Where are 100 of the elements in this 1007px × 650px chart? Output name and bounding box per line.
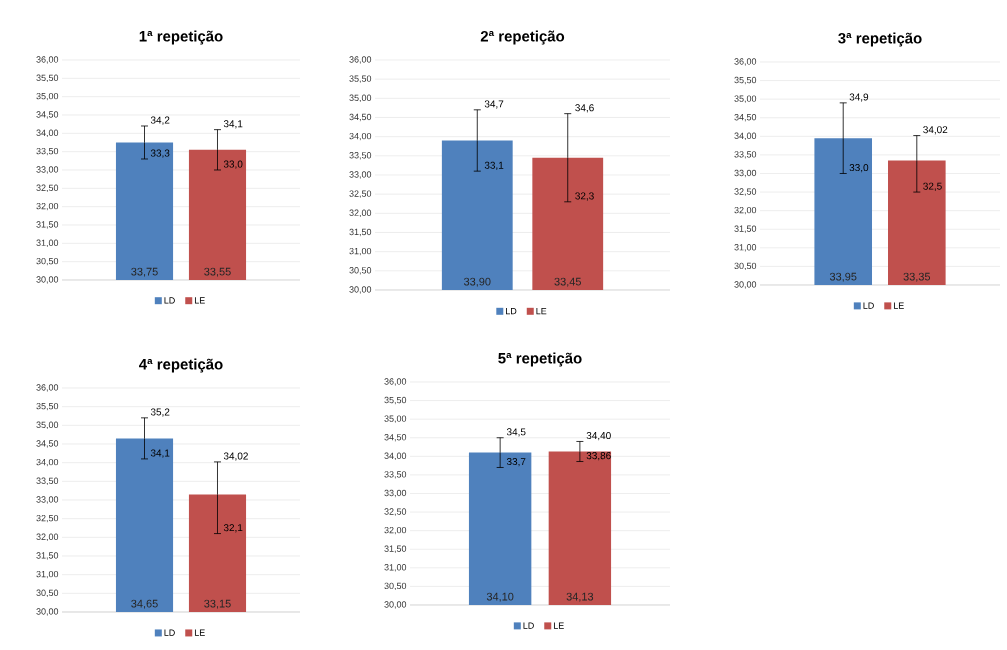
y-tick-label: 31,50 [349,228,372,237]
annotation: 34,9 [849,93,869,102]
y-tick-label: 36,00 [36,384,59,392]
data-label: 33,55 [204,267,231,277]
annotation: 34,5 [506,428,526,437]
data-label: 33,45 [554,277,581,287]
chart-title: 3ª repetição [838,32,922,47]
y-tick-label: 32,00 [734,206,757,215]
y-tick-label: 30,00 [384,601,407,609]
y-tick-label: 35,50 [384,396,407,405]
y-tick-label: 31,00 [349,247,372,256]
y-tick-label: 32,50 [734,188,757,196]
annotation: 34,02 [223,452,248,461]
y-tick-label: 35,50 [36,402,59,411]
legend-label: LE [893,302,904,309]
y-tick-label: 32,50 [36,514,59,523]
y-tick-label: 34,00 [36,458,59,467]
annotation: 33,86 [586,452,611,461]
y-tick-label: 33,00 [36,496,59,504]
legend-label: LE [194,297,205,304]
annotation: 33,0 [223,160,243,169]
y-tick-label: 35,00 [734,95,757,103]
y-tick-label: 31,00 [384,564,407,572]
y-tick-label: 30,50 [36,589,59,598]
y-tick-label: 33,00 [384,489,407,498]
annotation: 32,1 [223,524,243,533]
legend-label: LD [506,307,517,315]
y-tick-label: 33,50 [36,477,59,486]
annotation: 34,2 [150,116,170,125]
y-tick-label: 33,50 [384,471,407,479]
y-tick-label: 30,00 [36,276,59,284]
y-tick-label: 36,00 [734,58,757,66]
y-tick-label: 35,00 [384,415,407,423]
annotation: 34,40 [586,432,611,441]
y-tick-label: 32,50 [36,184,59,193]
y-tick-label: 36,00 [384,378,407,386]
annotation: 34,6 [575,104,594,113]
y-tick-label: 36,00 [36,56,59,64]
annotation: 34,7 [484,100,504,109]
y-tick-label: 33,50 [734,151,757,159]
y-tick-label: 30,00 [734,281,757,289]
legend-label: LD [523,622,534,629]
y-tick-label: 34,00 [734,132,757,141]
y-tick-label: 35,50 [349,75,372,83]
y-tick-label: 34,50 [36,440,59,448]
legend-label: LD [863,302,874,309]
y-tick-label: 30,00 [349,286,372,294]
data-label: 34,10 [486,592,514,602]
legend-label: LE [194,629,205,636]
chart-title: 5ª repetição [498,352,582,367]
y-tick-label: 34,00 [349,132,372,141]
y-tick-label: 34,50 [734,114,757,122]
y-tick-label: 36,00 [349,56,372,64]
legend-label: LD [164,629,175,636]
y-tick-label: 32,00 [36,202,59,211]
legend-label: LE [536,307,547,315]
data-label: 34,13 [566,592,594,602]
y-tick-label: 35,50 [734,76,757,85]
data-label: 33,95 [829,272,857,282]
y-tick-label: 31,00 [734,244,757,252]
y-tick-label: 33,50 [36,147,59,156]
legend-label: LE [553,622,564,629]
y-tick-label: 35,00 [36,92,59,101]
annotation: 33,3 [150,149,170,158]
y-tick-label: 31,50 [734,225,757,233]
y-tick-label: 34,50 [36,111,59,119]
y-tick-label: 31,50 [384,545,407,553]
data-label: 33,90 [463,277,491,287]
legend-label: LD [164,297,175,304]
y-tick-label: 34,00 [36,129,59,138]
y-tick-label: 35,50 [36,74,59,83]
y-tick-label: 33,50 [349,152,372,160]
annotation: 35,2 [150,408,170,417]
annotation: 32,5 [923,182,942,191]
y-tick-label: 30,50 [36,257,59,266]
y-tick-label: 31,00 [36,570,59,579]
data-label: 34,65 [131,599,158,609]
chart-title: 2ª repetição [480,30,565,45]
y-tick-label: 33,00 [36,166,59,174]
y-tick-label: 33,00 [349,171,372,179]
y-tick-label: 31,00 [36,239,59,248]
y-tick-label: 30,50 [384,582,407,591]
y-tick-label: 32,00 [349,209,372,218]
annotation: 33,7 [506,458,526,467]
annotation: 34,1 [150,449,170,458]
y-tick-label: 30,00 [36,608,59,616]
annotation: 32,3 [575,192,594,201]
y-tick-label: 31,50 [36,552,59,560]
annotation: 34,02 [923,126,948,135]
y-tick-label: 32,50 [349,190,372,198]
y-tick-label: 33,00 [734,169,757,178]
y-tick-label: 32,00 [384,526,407,535]
y-tick-label: 34,50 [349,113,372,122]
annotation: 33,1 [484,161,504,170]
annotation: 34,1 [223,120,243,129]
y-tick-label: 32,00 [36,533,59,542]
data-label: 33,35 [903,272,931,282]
data-label: 33,15 [204,599,231,609]
y-tick-label: 30,50 [349,267,372,275]
y-tick-label: 34,50 [384,434,407,442]
